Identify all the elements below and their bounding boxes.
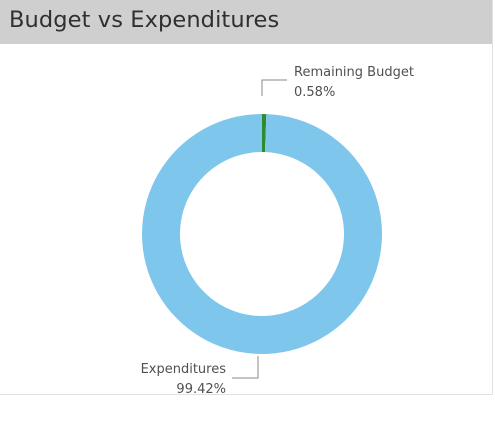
data-label-remaining-budget: 0.58% (294, 85, 335, 100)
chart-panel: Budget vs Expenditures Remaining Budget … (0, 0, 493, 395)
donut-slice-remaining-budget[interactable] (262, 114, 267, 153)
chart-header: Budget vs Expenditures (0, 0, 492, 44)
chart-title: Budget vs Expenditures (9, 7, 280, 33)
leader-line-remaining-budget (261, 79, 287, 96)
legend-label-remaining-budget: Remaining Budget (294, 65, 414, 80)
data-label-expenditures: 99.42% (176, 382, 226, 394)
donut-chart: Remaining Budget 0.58% Expenditures 99.4… (141, 65, 414, 394)
legend-label-expenditures: Expenditures (141, 362, 227, 377)
donut-slice-expenditures[interactable] (142, 114, 383, 354)
leader-line-expenditures (232, 356, 259, 379)
